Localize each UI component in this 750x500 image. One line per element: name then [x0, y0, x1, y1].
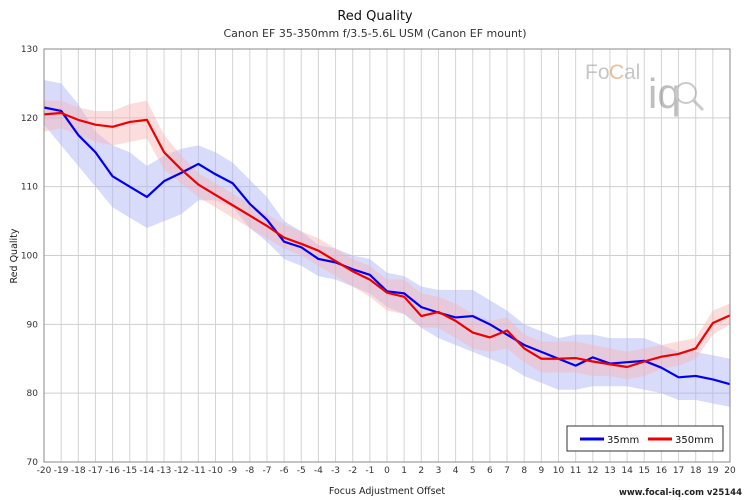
x-tick-label: -5 [297, 466, 306, 476]
logo-text-c: C [609, 61, 624, 84]
x-tick-label: -18 [71, 466, 86, 476]
x-tick-label: -4 [314, 466, 323, 476]
x-tick-label: 16 [656, 466, 668, 476]
x-tick-label: 4 [453, 466, 459, 476]
x-tick-label: -9 [228, 466, 237, 476]
focal-iq-logo: Fo C al iq [585, 61, 705, 117]
x-tick-label: 14 [621, 466, 633, 476]
x-tick-label: -2 [348, 466, 357, 476]
x-tick-label: 13 [604, 466, 615, 476]
x-tick-label: -16 [105, 466, 120, 476]
x-tick-label: 5 [470, 466, 476, 476]
x-tick-label: -13 [157, 466, 172, 476]
y-tick-label: 110 [21, 183, 38, 193]
series-line-350mm [43, 111, 731, 369]
x-tick-label: 3 [436, 466, 442, 476]
x-tick-label: -6 [280, 466, 289, 476]
x-tick-label: 20 [724, 466, 736, 476]
x-tick-label: 18 [690, 466, 702, 476]
legend-label-35mm: 35mm [607, 435, 639, 446]
y-tick-label: 80 [27, 389, 39, 399]
y-tick-labels: 70 80 90 100 110 120 130 [21, 45, 38, 468]
x-tick-label: 6 [487, 466, 493, 476]
x-tick-label: 2 [418, 466, 424, 476]
x-tick-label: 10 [553, 466, 565, 476]
y-tick-label: 130 [21, 45, 38, 55]
x-tick-label: 15 [639, 466, 650, 476]
x-tick-label: -12 [174, 466, 189, 476]
x-tick-label: 17 [673, 466, 684, 476]
y-tick-label: 90 [27, 320, 39, 330]
x-tick-label: -14 [140, 466, 155, 476]
logo-text-left: Fo [585, 61, 610, 84]
y-tick-label: 100 [21, 252, 38, 262]
grid [43, 48, 731, 463]
credit-text: www.focal-iq.com v25144 [619, 488, 742, 498]
x-tick-label: 8 [521, 466, 527, 476]
x-tick-label: -11 [191, 466, 206, 476]
legend: 35mm 350mm [566, 425, 724, 452]
series-lines [43, 106, 731, 386]
x-tick-label: -3 [331, 466, 340, 476]
x-tick-label: 1 [401, 466, 407, 476]
x-tick-label: -20 [37, 466, 52, 476]
band-350mm [44, 100, 730, 380]
x-tick-label: -1 [365, 466, 374, 476]
x-tick-label: 11 [570, 466, 581, 476]
x-tick-label: 9 [538, 466, 544, 476]
x-tick-label: -10 [208, 466, 223, 476]
logo-text-right: al [624, 61, 640, 84]
plot-frame [43, 48, 731, 463]
y-tick-label: 120 [21, 114, 38, 124]
chart-subtitle: Canon EF 35-350mm f/3.5-5.6L USM (Canon … [223, 27, 526, 40]
x-tick-label: -7 [262, 466, 271, 476]
x-tick-label: -15 [122, 466, 137, 476]
x-tick-label: 7 [504, 466, 510, 476]
x-tick-label: -8 [245, 466, 254, 476]
x-tick-labels: -20 -19 -18 -17 -16 -15 -14 -13 -12 -11 -10 -9 -8 -7-… [37, 466, 736, 476]
chart-title: Red Quality [337, 9, 413, 24]
x-tick-label: -17 [88, 466, 103, 476]
x-tick-label: 19 [707, 466, 719, 476]
x-axis-label: Focus Adjustment Offset [329, 486, 446, 497]
x-tick-label: 12 [587, 466, 598, 476]
magnifier-handle [691, 98, 705, 112]
y-tick-label: 70 [27, 458, 39, 468]
x-tick-label: -19 [54, 466, 69, 476]
legend-label-350mm: 350mm [675, 435, 714, 446]
band-35mm [44, 79, 730, 407]
x-tick-label: 0 [384, 466, 390, 476]
error-bands [44, 79, 730, 407]
y-axis-label: Red Quality [9, 228, 20, 283]
magnifier-icon [675, 82, 697, 104]
